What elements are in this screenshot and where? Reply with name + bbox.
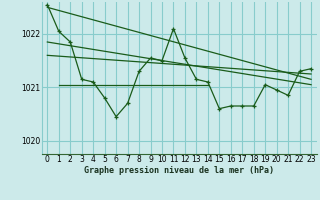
X-axis label: Graphe pression niveau de la mer (hPa): Graphe pression niveau de la mer (hPa) bbox=[84, 166, 274, 175]
